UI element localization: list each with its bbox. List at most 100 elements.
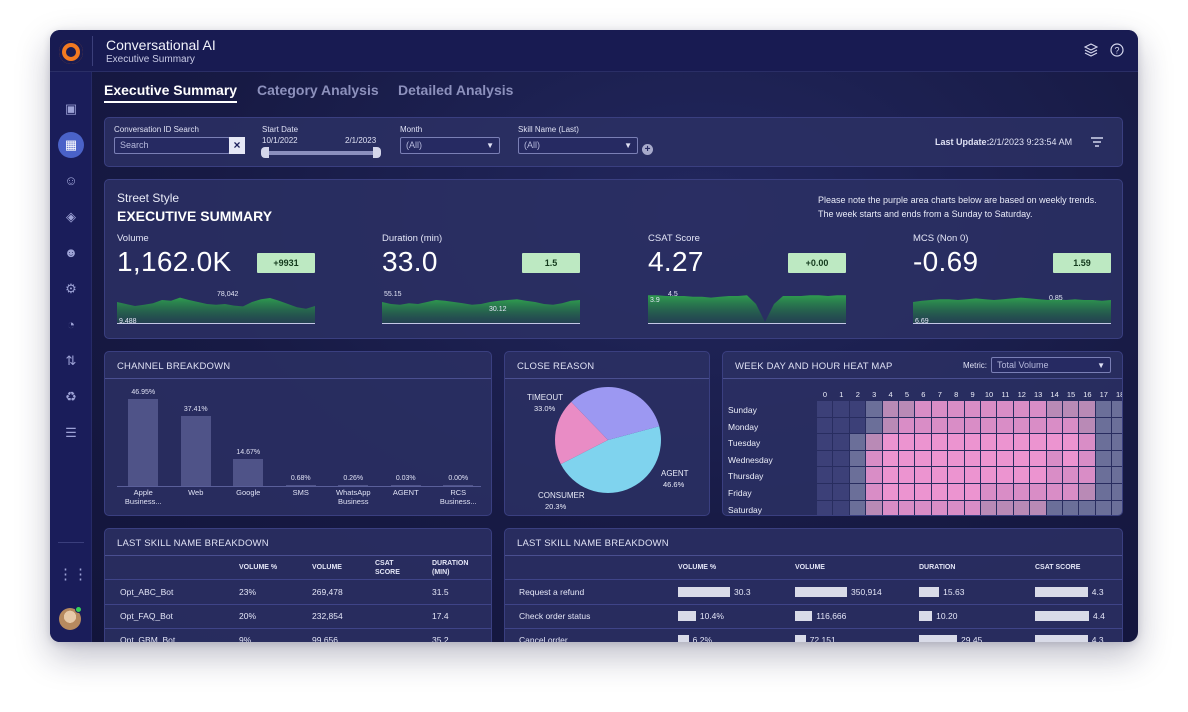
heatmap-cell[interactable] — [882, 401, 898, 417]
heatmap-cell[interactable] — [1046, 467, 1062, 483]
heatmap-cell[interactable] — [1030, 417, 1046, 434]
heatmap-cell[interactable] — [1013, 500, 1030, 515]
heatmap-cell[interactable] — [1030, 500, 1046, 515]
heatmap-cell[interactable] — [948, 417, 964, 434]
heatmap-cell[interactable] — [1030, 467, 1046, 483]
heatmap-cell[interactable] — [1013, 401, 1030, 417]
heatmap-cell[interactable] — [1095, 417, 1112, 434]
heatmap-cell[interactable] — [1063, 484, 1079, 500]
heatmap-cell[interactable] — [964, 417, 980, 434]
heatmap-cell[interactable] — [882, 500, 898, 515]
heatmap-cell[interactable] — [866, 484, 882, 500]
heatmap-cell[interactable] — [1046, 484, 1062, 500]
heatmap-cell[interactable] — [1079, 417, 1095, 434]
heatmap-cell[interactable] — [981, 500, 997, 515]
heatmap-cell[interactable] — [1095, 434, 1112, 450]
heatmap-cell[interactable] — [1112, 417, 1122, 434]
tag-icon[interactable]: ◈ — [66, 209, 76, 224]
heatmap-cell[interactable] — [849, 484, 866, 500]
heatmap-cell[interactable] — [1112, 484, 1122, 500]
apps-grid-icon[interactable]: ⋮⋮ — [58, 566, 88, 583]
heatmap-cell[interactable] — [948, 450, 964, 467]
heatmap-cell[interactable] — [1079, 484, 1095, 500]
heatmap-cell[interactable] — [866, 467, 882, 483]
heatmap-cell[interactable] — [882, 450, 898, 467]
date-slider-handle-start[interactable] — [261, 147, 269, 158]
heatmap-cell[interactable] — [1030, 450, 1046, 467]
date-slider-handle-end[interactable] — [373, 147, 381, 158]
heatmap-cell[interactable] — [1030, 484, 1046, 500]
channel-bar[interactable] — [390, 484, 421, 486]
heatmap-cell[interactable] — [1079, 500, 1095, 515]
heatmap-cell[interactable] — [849, 500, 866, 515]
heatmap-cell[interactable] — [981, 450, 997, 467]
heatmap-cell[interactable] — [833, 484, 849, 500]
search-input[interactable]: Search — [114, 137, 230, 154]
heatmap-cell[interactable] — [1112, 450, 1122, 467]
channel-bar[interactable] — [443, 484, 474, 486]
heatmap-cell[interactable] — [1095, 401, 1112, 417]
heatmap-cell[interactable] — [997, 484, 1013, 500]
heatmap-cell[interactable] — [866, 401, 882, 417]
help-icon[interactable]: ? — [1109, 43, 1125, 59]
heatmap-cell[interactable] — [817, 500, 833, 515]
heatmap-cell[interactable] — [866, 434, 882, 450]
heatmap-cell[interactable] — [981, 484, 997, 500]
heatmap-cell[interactable] — [849, 434, 866, 450]
heatmap-cell[interactable] — [1013, 484, 1030, 500]
heatmap-cell[interactable] — [931, 450, 948, 467]
skill-select[interactable]: (All) ▼ — [518, 137, 638, 154]
heatmap-cell[interactable] — [915, 401, 931, 417]
heatmap-cell[interactable] — [1063, 417, 1079, 434]
heatmap-cell[interactable] — [899, 450, 915, 467]
heatmap-cell[interactable] — [1079, 450, 1095, 467]
heatmap-cell[interactable] — [866, 450, 882, 467]
metric-select[interactable]: Total Volume ▼ — [991, 357, 1111, 373]
heatmap-cell[interactable] — [1063, 450, 1079, 467]
add-filter-icon[interactable]: + — [642, 144, 653, 155]
tab-detailed-analysis[interactable]: Detailed Analysis — [398, 82, 514, 98]
heatmap-cell[interactable] — [964, 434, 980, 450]
heatmap-cell[interactable] — [849, 401, 866, 417]
layers-icon[interactable] — [1083, 43, 1099, 59]
heatmap-cell[interactable] — [899, 500, 915, 515]
heatmap-cell[interactable] — [1013, 450, 1030, 467]
heatmap-cell[interactable] — [1046, 401, 1062, 417]
heatmap-cell[interactable] — [833, 417, 849, 434]
heatmap-cell[interactable] — [1046, 500, 1062, 515]
heatmap-cell[interactable] — [948, 401, 964, 417]
heatmap-cell[interactable] — [915, 467, 931, 483]
heatmap-cell[interactable] — [882, 417, 898, 434]
pie-slice[interactable] — [555, 401, 608, 465]
heatmap-cell[interactable] — [1030, 434, 1046, 450]
heatmap-cell[interactable] — [915, 450, 931, 467]
heatmap-cell[interactable] — [915, 484, 931, 500]
heatmap-cell[interactable] — [817, 450, 833, 467]
heatmap-cell[interactable] — [1063, 434, 1079, 450]
heatmap-cell[interactable] — [981, 467, 997, 483]
heatmap-cell[interactable] — [997, 500, 1013, 515]
heatmap-cell[interactable] — [882, 484, 898, 500]
heatmap-cell[interactable] — [1079, 467, 1095, 483]
dashboard-icon[interactable]: ▦ — [58, 132, 84, 158]
heatmap-cell[interactable] — [1079, 401, 1095, 417]
heatmap-cell[interactable] — [964, 500, 980, 515]
heatmap-cell[interactable] — [915, 434, 931, 450]
logo-icon[interactable] — [59, 40, 83, 64]
heatmap-cell[interactable] — [817, 484, 833, 500]
heatmap-cell[interactable] — [1063, 401, 1079, 417]
heatmap-cell[interactable] — [1063, 500, 1079, 515]
heatmap-cell[interactable] — [866, 417, 882, 434]
heatmap-cell[interactable] — [1030, 401, 1046, 417]
pie-slice[interactable] — [560, 426, 661, 493]
user-icon[interactable]: ☻ — [64, 245, 78, 260]
heatmap-cell[interactable] — [997, 450, 1013, 467]
avatar[interactable] — [59, 608, 81, 630]
heatmap-cell[interactable] — [931, 417, 948, 434]
heatmap-cell[interactable] — [948, 500, 964, 515]
heatmap-cell[interactable] — [866, 500, 882, 515]
heatmap-cell[interactable] — [1095, 450, 1112, 467]
heatmap-cell[interactable] — [1063, 467, 1079, 483]
heatmap-cell[interactable] — [1046, 417, 1062, 434]
heatmap-cell[interactable] — [931, 484, 948, 500]
